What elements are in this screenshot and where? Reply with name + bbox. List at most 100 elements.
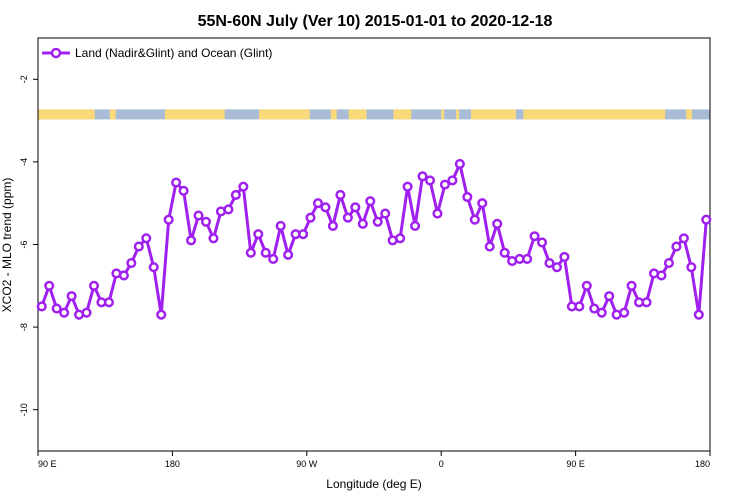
- x-tick-label: 180: [165, 459, 180, 469]
- data-point: [581, 280, 592, 291]
- data-point: [103, 297, 114, 308]
- data-point: [701, 214, 712, 225]
- data-point: [283, 249, 294, 260]
- data-point: [44, 280, 55, 291]
- data-point: [402, 181, 413, 192]
- data-point: [596, 307, 607, 318]
- data-point: [522, 253, 533, 265]
- data-point: [372, 216, 383, 227]
- y-tick-label: -2: [19, 75, 29, 83]
- data-point: [656, 270, 667, 281]
- x-tick-label: 90 W: [296, 459, 318, 469]
- data-point: [439, 179, 450, 190]
- data-point: [66, 291, 77, 302]
- data-point: [544, 258, 555, 269]
- data-point: [148, 262, 159, 273]
- data-point: [268, 253, 279, 265]
- x-axis-label: Longitude (deg E): [326, 477, 421, 491]
- y-tick-label: -4: [19, 158, 29, 166]
- data-point: [312, 198, 324, 209]
- x-axis: 90 E 180 90 W 0 90 E 180: [37, 451, 711, 469]
- data-point: [626, 280, 637, 291]
- data-point: [327, 220, 338, 231]
- data-point: [88, 280, 100, 291]
- land-segment: [523, 109, 666, 120]
- data-point: [693, 309, 704, 320]
- data-point: [671, 241, 682, 252]
- land-segment: [441, 109, 445, 120]
- land-segment: [38, 109, 95, 120]
- y-axis-label: XCO2 - MLO trend (ppm): [0, 178, 14, 313]
- data-point: [410, 220, 421, 231]
- land-segment: [393, 109, 412, 120]
- data-point: [551, 262, 562, 273]
- data-point: [454, 158, 465, 170]
- data-point: [118, 270, 129, 281]
- data-point: [342, 212, 353, 223]
- land-segment: [348, 109, 367, 120]
- data-point: [641, 297, 652, 308]
- data-point: [447, 175, 458, 186]
- data-point: [529, 231, 540, 242]
- land-segment: [471, 109, 516, 120]
- data-point: [424, 175, 436, 186]
- series-layer: [36, 158, 712, 320]
- data-point: [417, 171, 428, 182]
- data-point: [200, 216, 212, 227]
- data-point: [253, 229, 264, 240]
- legend: Land (Nadir&Glint) and Ocean (Glint): [42, 46, 272, 60]
- data-point: [59, 307, 70, 318]
- data-point: [380, 208, 391, 219]
- data-point: [126, 258, 137, 269]
- x-tick-label: 90 E: [38, 459, 57, 469]
- legend-marker-swatch: [50, 47, 62, 59]
- data-point: [678, 233, 689, 244]
- land-segment: [456, 109, 460, 120]
- data-point: [193, 210, 204, 221]
- data-point: [663, 258, 674, 269]
- ocean-band: [38, 109, 710, 120]
- data-point: [365, 196, 376, 207]
- data-point: [141, 233, 152, 244]
- data-point: [320, 202, 331, 213]
- data-point: [604, 291, 615, 302]
- data-point: [305, 212, 316, 223]
- data-point: [574, 301, 585, 312]
- data-point: [350, 202, 361, 213]
- data-point: [432, 208, 443, 219]
- land-mask-band: [38, 109, 710, 120]
- data-point: [163, 214, 174, 225]
- data-point: [36, 301, 47, 312]
- land-segment: [259, 109, 310, 120]
- data-point: [484, 241, 495, 252]
- data-point: [275, 220, 286, 231]
- x-tick-label: 180: [695, 459, 710, 469]
- data-point: [492, 218, 503, 229]
- data-point: [686, 262, 697, 273]
- data-point: [186, 235, 197, 246]
- data-point: [133, 241, 144, 252]
- data-point: [260, 247, 271, 258]
- data-point: [156, 309, 167, 320]
- data-point: [357, 218, 368, 229]
- data-point: [477, 198, 488, 209]
- data-point: [51, 303, 62, 314]
- data-point: [462, 191, 473, 203]
- land-segment: [686, 109, 693, 120]
- data-point: [589, 303, 600, 314]
- data-point: [171, 177, 182, 188]
- y-axis: -2 -4 -6 -8 -10: [19, 75, 38, 416]
- data-point: [499, 247, 510, 258]
- data-point: [469, 214, 480, 225]
- y-tick-label: -6: [19, 240, 29, 248]
- data-point: [298, 229, 309, 240]
- data-point: [81, 307, 92, 318]
- y-tick-label: -8: [19, 323, 29, 331]
- data-point: [230, 189, 241, 200]
- data-point: [178, 185, 189, 196]
- land-segment: [109, 109, 116, 120]
- data-point: [559, 251, 570, 262]
- land-segment: [330, 109, 337, 120]
